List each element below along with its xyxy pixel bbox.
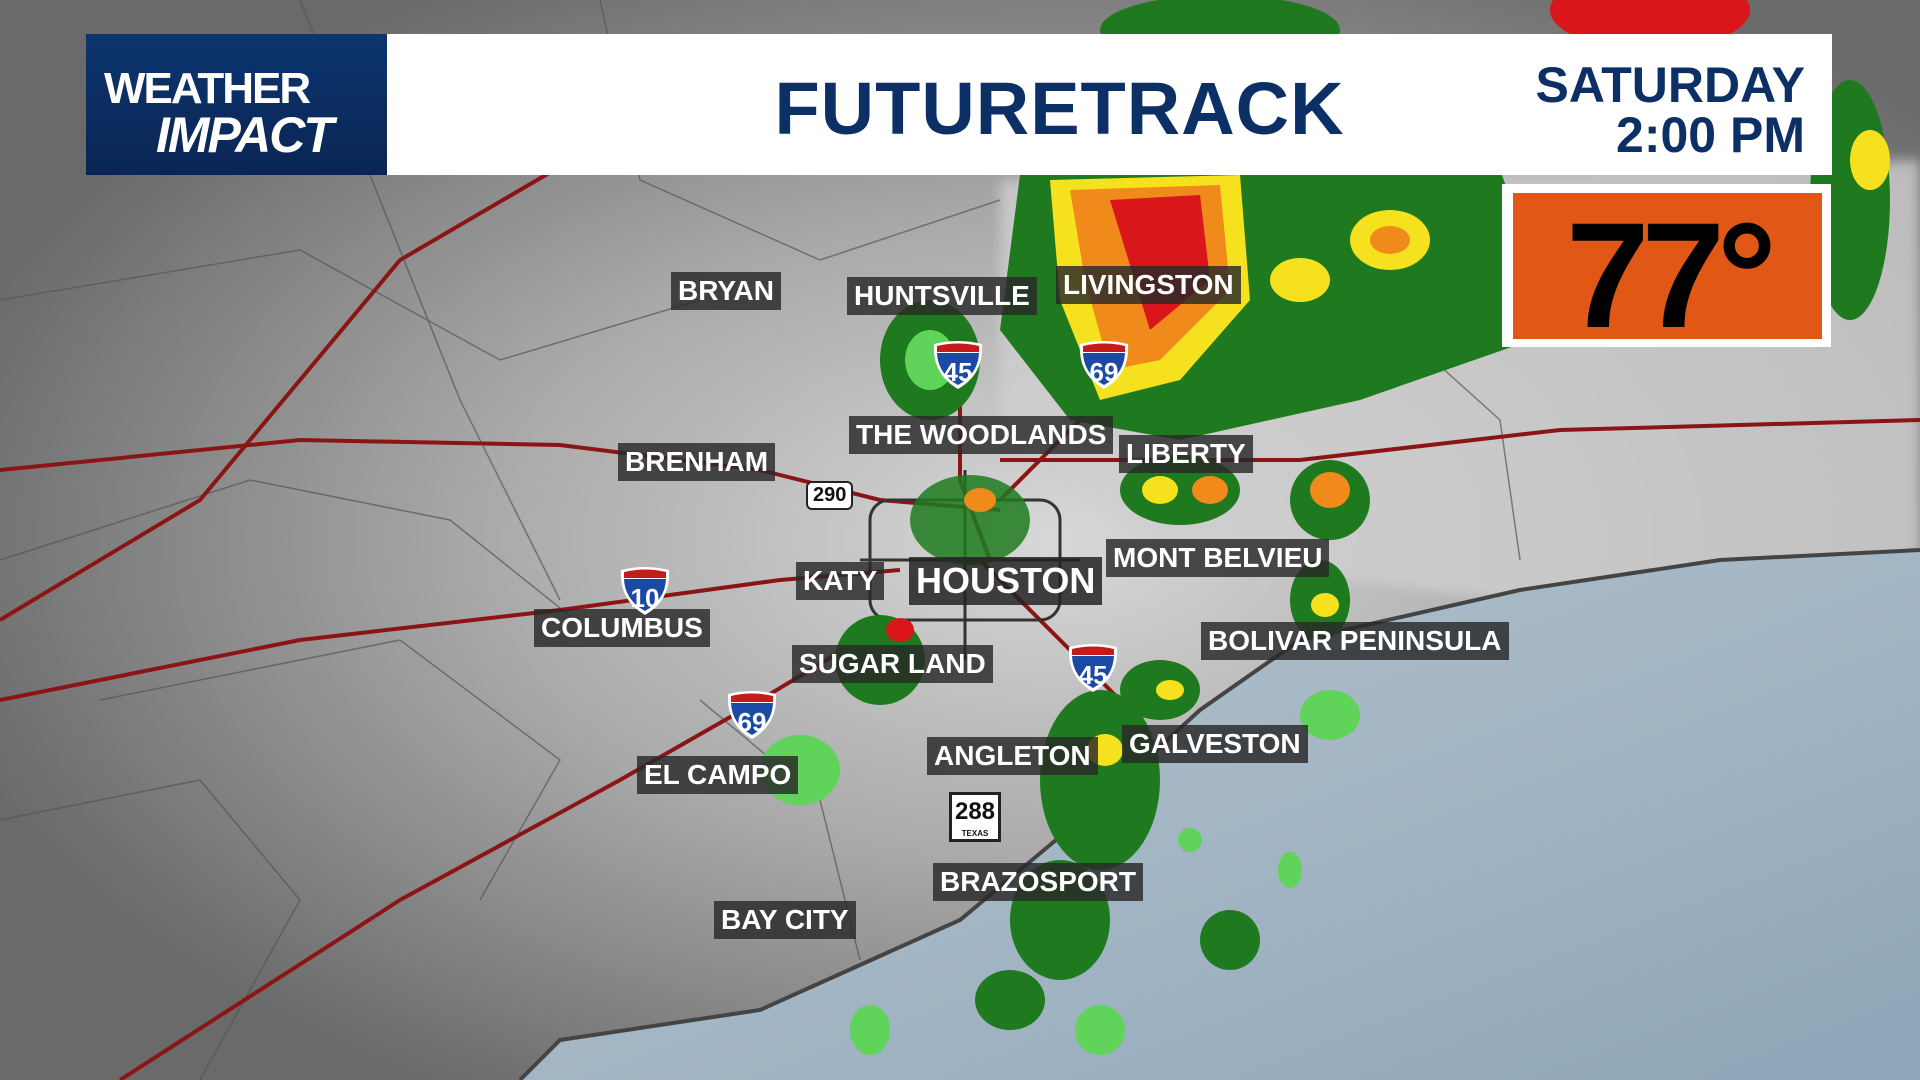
city-label-el-campo: EL CAMPO <box>637 756 799 794</box>
city-label-houston: HOUSTON <box>909 557 1103 605</box>
logo-impact-text: IMPACT <box>156 107 334 163</box>
header-bar: FUTURETRACK SATURDAY 2:00 PM <box>387 34 1832 175</box>
city-label-galveston: GALVESTON <box>1122 725 1308 763</box>
shield-number: 45 <box>1078 660 1108 690</box>
city-label-bay-city: BAY CITY <box>714 901 856 939</box>
city-label-brenham: BRENHAM <box>618 443 776 481</box>
temperature-box: 77° <box>1502 184 1831 359</box>
interstate-45-shield-icon: 45 <box>932 340 984 390</box>
weather-impact-logo: WEATHER IMPACT <box>86 34 387 175</box>
interstate-69-shield-icon: 69 <box>1078 340 1130 390</box>
temperature-panel: 77° <box>1513 191 1822 359</box>
city-label-the-woodlands: THE WOODLANDS <box>849 416 1114 454</box>
city-label-huntsville: HUNTSVILLE <box>847 277 1037 315</box>
forecast-hour: 2:00 PM <box>1616 107 1805 163</box>
city-label-bryan: BRYAN <box>671 272 781 310</box>
interstate-69-south-shield-icon: 69 <box>726 690 778 740</box>
shield-number: 290 <box>813 484 847 506</box>
city-label-sugar-land: SUGAR LAND <box>792 645 993 683</box>
city-label-mont-belvieu: MONT BELVIEU <box>1106 539 1330 577</box>
logo-weather-text: WEATHER <box>104 64 311 113</box>
forecast-day: SATURDAY <box>1535 57 1805 113</box>
shield-number: 69 <box>1089 357 1119 387</box>
us-290-shield-icon: 290 <box>806 481 854 510</box>
gulf-of-mexico <box>520 550 1920 1080</box>
temperature-value: 77° <box>1566 191 1777 359</box>
shield-number: 45 <box>943 357 973 387</box>
city-label-livingston: LIVINGSTON <box>1056 266 1241 304</box>
page-title: FUTURETRACK <box>774 67 1345 150</box>
city-label-bolivar-peninsula: BOLIVAR PENINSULA <box>1201 622 1509 660</box>
shield-state: TEXAS <box>961 829 989 838</box>
texas-288-shield-icon: 288 TEXAS <box>949 792 1001 842</box>
shield-number: 10 <box>630 583 660 613</box>
city-label-liberty: LIBERTY <box>1119 435 1253 473</box>
shield-number: 69 <box>737 707 767 737</box>
interstate-45-south-shield-icon: 45 <box>1067 643 1119 693</box>
city-label-columbus: COLUMBUS <box>534 609 710 647</box>
city-label-angleton: ANGLETON <box>927 737 1098 775</box>
interstate-10-shield-icon: 10 <box>619 566 671 616</box>
city-label-brazosport: BRAZOSPORT <box>933 863 1143 901</box>
city-label-katy: KATY <box>796 562 885 600</box>
shield-number: 288 <box>954 798 996 825</box>
forecast-time: SATURDAY 2:00 PM <box>1536 60 1805 160</box>
